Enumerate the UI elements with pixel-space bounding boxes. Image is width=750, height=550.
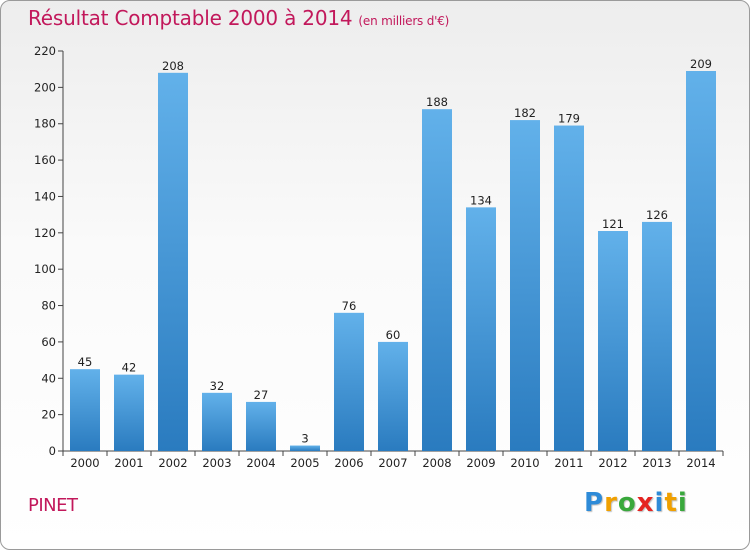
data-label-2004: 27 (254, 388, 269, 402)
data-label-2002: 208 (162, 59, 184, 73)
y-tick-label: 140 (34, 189, 56, 203)
logo-letter: t (664, 488, 678, 518)
bar-2013 (642, 221, 672, 451)
data-label-2009: 134 (470, 193, 492, 207)
y-tick-label: 100 (34, 262, 56, 276)
y-axis: 0 20 40 60 80 100 120 140 160 180 200 220 (34, 44, 64, 458)
chart-title: Résultat Comptable 2000 à 2014 (en millie… (28, 6, 449, 30)
bar-2014 (686, 71, 716, 451)
data-label-2001: 42 (122, 361, 137, 375)
data-label-2000: 45 (78, 355, 93, 369)
y-tick-label: 180 (34, 117, 56, 131)
bar-2002 (158, 72, 188, 452)
x-tick-label: 2001 (114, 456, 143, 470)
bar-2006 (334, 312, 364, 451)
data-label-2012: 121 (602, 217, 624, 231)
y-tick-label: 160 (34, 153, 56, 167)
x-tick-label: 2013 (642, 456, 671, 470)
logo-letter: o (617, 488, 637, 518)
x-tick-label: 2007 (378, 456, 407, 470)
x-tick-label: 2002 (158, 456, 187, 470)
y-tick-label: 80 (41, 299, 56, 313)
data-label-2008: 188 (426, 95, 448, 109)
chart-subtitle: (en milliers d'€) (358, 14, 450, 28)
x-tick-label: 2004 (246, 456, 275, 470)
logo-letter: x (636, 488, 655, 518)
x-tick-label: 2009 (466, 456, 495, 470)
bar-2005 (290, 445, 320, 451)
logo-letter: i (677, 488, 688, 518)
bars: 45 42 208 32 27 3 76 60 188 134 182 179 121 126 209 (70, 57, 716, 452)
bar-2008 (422, 109, 452, 451)
data-label-2013: 126 (646, 208, 668, 222)
y-tick-label: 40 (41, 371, 56, 385)
x-tick-label: 2003 (202, 456, 231, 470)
data-label-2010: 182 (514, 106, 536, 120)
y-tick-label: 200 (34, 80, 56, 94)
place-name: PINET (28, 495, 78, 516)
bar-2004 (246, 401, 276, 451)
logo-letter: i (654, 488, 665, 518)
logo-letter: r (604, 488, 618, 518)
bar-2009 (466, 207, 496, 451)
bar-2007 (378, 341, 408, 451)
bar-2003 (202, 392, 232, 451)
data-label-2003: 32 (210, 379, 225, 393)
data-label-2011: 179 (558, 112, 580, 126)
logo-letter: P (584, 488, 605, 518)
data-label-2014: 209 (690, 57, 712, 71)
y-tick-label: 120 (34, 226, 56, 240)
y-tick-label: 0 (49, 444, 56, 458)
data-label-2006: 76 (342, 299, 357, 313)
x-tick-label: 2010 (510, 456, 539, 470)
bar-2011 (554, 125, 584, 451)
x-tick-label: 2011 (554, 456, 583, 470)
y-tick-label: 60 (41, 335, 56, 349)
x-tick-label: 2014 (686, 456, 715, 470)
proxiti-logo: Proxiti (584, 488, 688, 518)
y-tick-label: 20 (41, 408, 56, 422)
bar-2000 (70, 369, 100, 451)
x-tick-label: 2006 (334, 456, 363, 470)
x-axis: 2000 2001 2002 2003 2004 2005 2006 2007 2008 2009… (62, 450, 724, 470)
y-tick-label: 220 (34, 44, 56, 58)
x-tick-label: 2008 (422, 456, 451, 470)
data-label-2005: 3 (301, 432, 308, 446)
data-label-2007: 60 (386, 328, 401, 342)
x-tick-label: 2000 (70, 456, 99, 470)
x-tick-label: 2005 (290, 456, 319, 470)
bar-2012 (598, 231, 628, 451)
x-tick-label: 2012 (598, 456, 627, 470)
bar-2010 (510, 120, 540, 451)
chart-title-text: Résultat Comptable 2000 à 2014 (28, 6, 353, 30)
bar-2001 (114, 374, 144, 451)
